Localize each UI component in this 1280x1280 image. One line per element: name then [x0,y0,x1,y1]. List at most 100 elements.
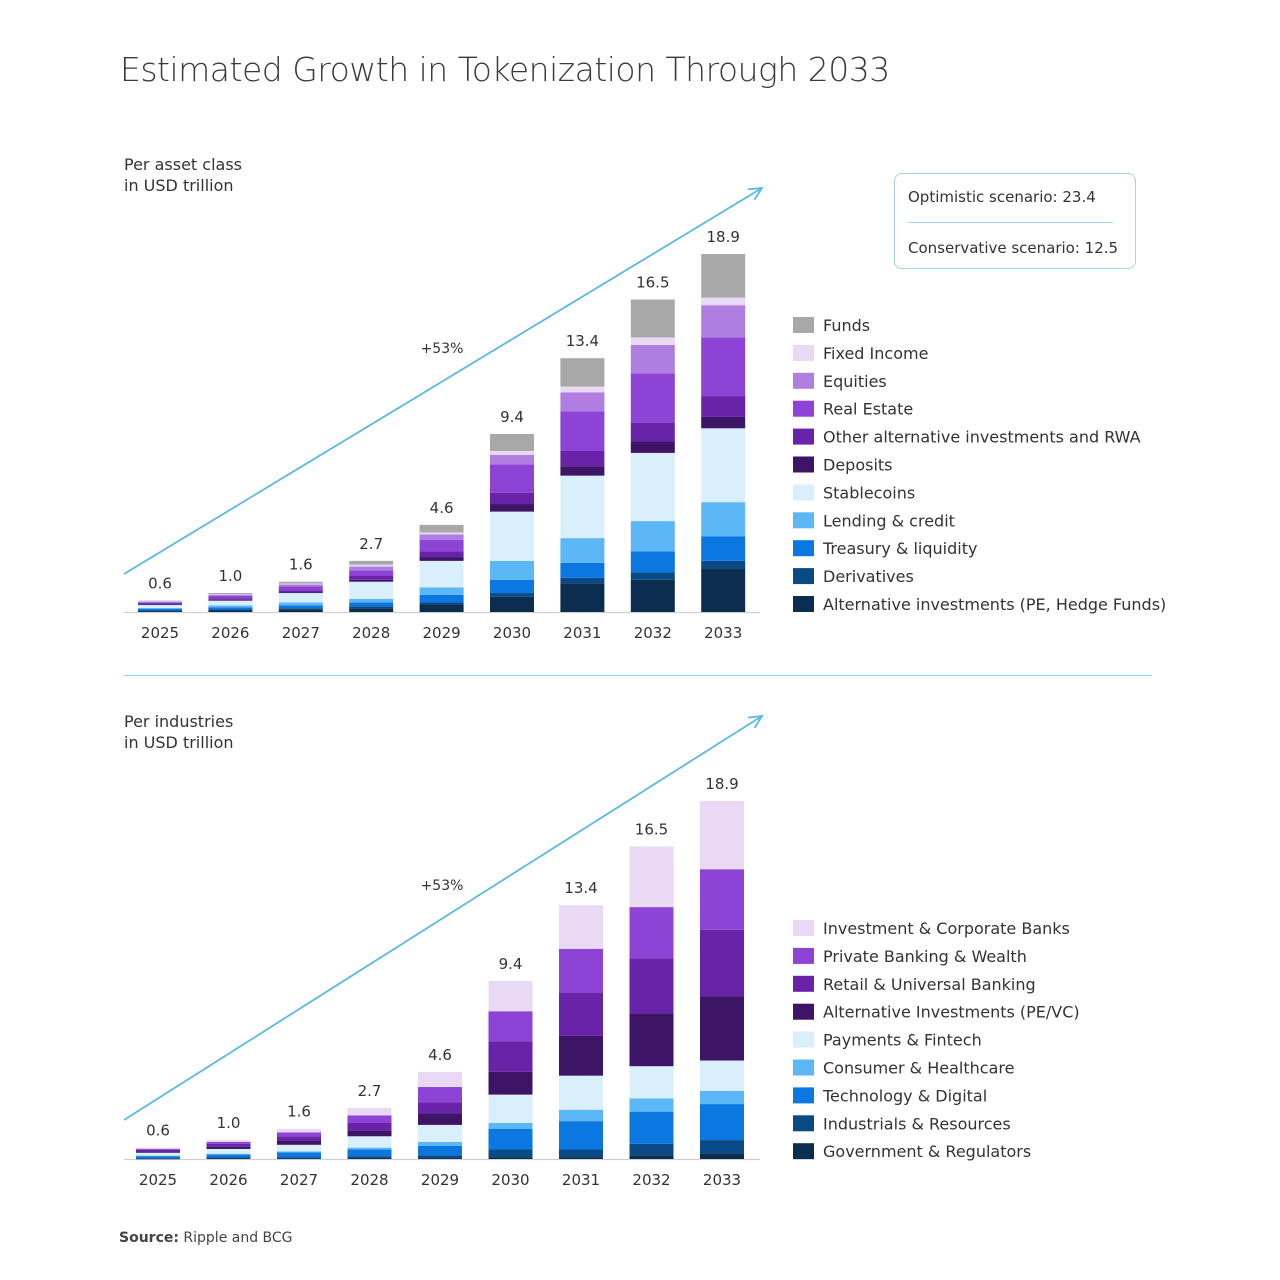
bar-segment [208,594,253,595]
legend-swatch [793,317,814,333]
bar-segment [630,452,675,522]
bar-segment [559,992,603,1036]
bar-segment [277,1158,321,1160]
bar-segment [278,584,323,587]
legend-swatch [793,428,814,445]
legend-swatch [793,947,814,964]
bar-segment [277,1128,321,1133]
bar-segment [349,560,394,565]
bar-segment [278,609,323,612]
bar-segment [700,996,744,1061]
bar-segment [208,594,253,596]
x-tick-label: 2031 [563,624,601,642]
legend-label: Real Estate [823,400,913,419]
x-tick-label: 2028 [352,624,390,642]
bar-segment [138,603,182,605]
bar-segment [206,1157,251,1159]
source-text: Ripple and BCG [178,1230,293,1246]
total-label: 2.7 [358,1082,382,1100]
bar-segment [560,411,605,452]
arrow-head-icon [747,714,764,729]
bar-segment [206,1148,251,1154]
bar-segment [560,451,605,467]
bar-segment [490,596,534,612]
bar-segment [488,1011,533,1042]
bar-segment [347,1156,392,1159]
total-label: 4.6 [428,1046,452,1064]
bar-segment [630,441,675,453]
bar-segment [138,601,182,602]
total-label: 1.0 [217,1114,241,1132]
bar-segment [418,1071,462,1088]
bar-segment [488,1041,533,1072]
bar-segment [136,1148,180,1150]
bar-segment [701,305,746,338]
optimistic-scenario: Optimistic scenario: 23.4 [908,188,1096,206]
bar-segment [278,590,323,593]
growth-arrow-line [123,715,763,1121]
chart2-subtitle: Per industries in USD trillion [124,711,234,753]
bar-segment [488,1128,533,1150]
bar-segment [630,337,675,345]
bar-segment [136,1156,180,1159]
bar-segment [208,609,253,611]
bar-segment [278,583,323,585]
bar-segment [347,1123,392,1131]
bar-segment [490,451,534,455]
bar-segment [418,1124,462,1142]
bar-segment [208,600,253,606]
bar-segment [278,592,323,594]
bar-segment [418,1155,462,1159]
bar-segment [419,540,464,552]
total-label: 2.7 [359,535,383,553]
bar-segment [701,536,746,561]
bar-segment [206,1153,251,1155]
bar-segment [629,1066,674,1099]
bar-segment [138,604,182,608]
bar-segment [560,475,605,539]
bar-segment [136,1151,180,1153]
bar-segment [419,557,464,561]
bar-segment [138,604,182,606]
growth-annotation: +53% [421,878,464,894]
bar-segment [349,570,394,577]
bar-segment [277,1151,321,1153]
bar-segment [560,562,605,578]
bar-segment [701,502,746,537]
x-tick-label: 2029 [423,624,461,642]
legend-swatch [793,568,814,585]
bar-segment [490,579,534,594]
total-label: 1.0 [218,567,242,585]
bar-segment [418,1087,462,1103]
bar-segment [278,586,323,591]
bar-segment [559,948,603,993]
x-tick-label: 2027 [282,624,320,642]
x-tick-label: 2032 [632,1171,670,1189]
x-tick-label: 2033 [704,624,742,642]
legend-label: Payments & Fintech [823,1031,982,1050]
bar-segment [560,392,605,412]
bar-segment [629,907,674,959]
bar-segment [560,358,605,387]
bar-segment [490,560,534,580]
bar-segment [206,1146,251,1149]
bar-segment [349,608,394,612]
total-label: 16.5 [635,820,668,838]
bar-segment [347,1107,392,1116]
bar-segment [700,1060,744,1091]
bar-segment [419,560,464,588]
legend-label: Alternative investments (PE, Hedge Funds… [823,595,1166,614]
bar-segment [700,1140,744,1154]
bar-segment [138,601,182,603]
x-tick-label: 2026 [211,624,249,642]
bar-segment [490,504,534,512]
bar-segment [138,608,182,611]
bar-segment [138,607,182,609]
total-label: 13.4 [566,332,599,350]
bar-segment [560,583,605,612]
legend-label: Alternative Investments (PE/VC) [823,1003,1080,1022]
bar-segment [559,1035,603,1076]
bar-segment [138,611,182,612]
legend-label: Industrials & Resources [823,1114,1011,1133]
bar-segment [278,581,323,584]
